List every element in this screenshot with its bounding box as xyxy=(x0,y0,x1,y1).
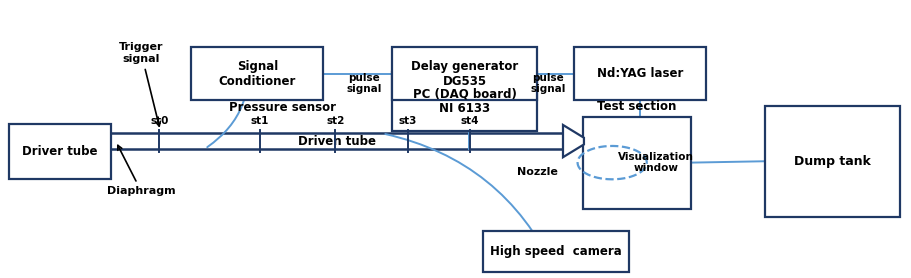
FancyBboxPatch shape xyxy=(574,47,706,100)
Text: Driver tube: Driver tube xyxy=(23,145,97,158)
Text: pulse
signal: pulse signal xyxy=(347,73,382,94)
Text: st1: st1 xyxy=(251,116,269,126)
FancyBboxPatch shape xyxy=(9,124,111,179)
FancyBboxPatch shape xyxy=(483,231,629,272)
Text: PC (DAQ board)
NI 6133: PC (DAQ board) NI 6133 xyxy=(413,88,517,115)
Text: Delay generator
DG535: Delay generator DG535 xyxy=(411,60,518,88)
Text: pulse
signal: pulse signal xyxy=(531,73,566,94)
Text: Test section: Test section xyxy=(597,100,677,113)
Text: st4: st4 xyxy=(461,116,479,126)
Text: Nd:YAG laser: Nd:YAG laser xyxy=(597,67,683,80)
FancyBboxPatch shape xyxy=(583,117,691,208)
Text: Diaphragm: Diaphragm xyxy=(107,145,176,196)
FancyBboxPatch shape xyxy=(765,106,900,217)
Text: Trigger
signal: Trigger signal xyxy=(119,42,163,126)
FancyBboxPatch shape xyxy=(191,47,323,100)
FancyBboxPatch shape xyxy=(392,47,537,100)
Text: Pressure sensor: Pressure sensor xyxy=(229,101,336,114)
Text: Visualization
window: Visualization window xyxy=(618,152,694,173)
Text: st3: st3 xyxy=(399,116,417,126)
Text: Signal
Conditioner: Signal Conditioner xyxy=(219,60,296,88)
Text: High speed  camera: High speed camera xyxy=(490,245,621,258)
Polygon shape xyxy=(563,125,584,157)
Text: Nozzle: Nozzle xyxy=(517,167,558,177)
Text: Driven tube: Driven tube xyxy=(298,135,376,148)
Text: st0: st0 xyxy=(150,116,169,126)
Text: st2: st2 xyxy=(326,116,344,126)
Text: Dump tank: Dump tank xyxy=(794,155,871,168)
FancyBboxPatch shape xyxy=(392,72,537,131)
